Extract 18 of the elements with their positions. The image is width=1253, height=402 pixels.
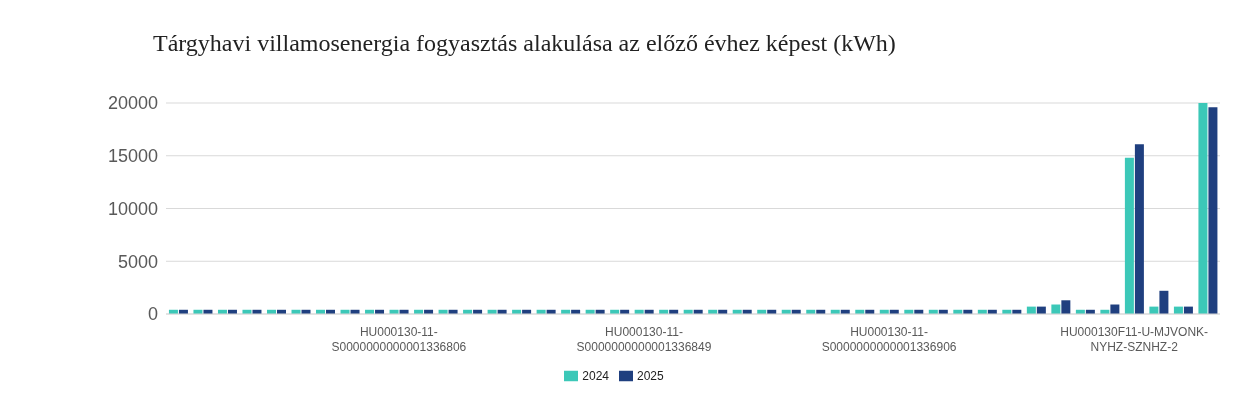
bar [1159, 290, 1169, 314]
bar [1061, 300, 1071, 314]
legend-label: 2025 [637, 369, 664, 383]
x-tick-label: HU000130-11-S0000000000001336849 [576, 325, 712, 354]
y-tick-label: 10000 [107, 198, 158, 219]
y-tick-label: 20000 [107, 93, 158, 114]
bar [1198, 103, 1208, 314]
bar [1134, 144, 1144, 314]
y-tick-label: 5000 [117, 251, 158, 272]
bar [1124, 157, 1134, 314]
bar [1208, 107, 1218, 314]
x-tick-label: HU000130F11-U-MJVONK-NYHZ-SZNHZ-2 [1060, 325, 1209, 354]
chart-title: Tárgyhavi villamosenergia fogyasztás alakulása az előző évhez képest (kWh) [152, 30, 897, 57]
y-tick-label: 15000 [107, 146, 158, 167]
y-tick-label: 0 [147, 304, 158, 325]
x-tick-label: HU000130-11-S0000000000001336906 [821, 325, 957, 354]
legend-label: 2024 [582, 369, 609, 383]
x-tick-label: HU000130-11-S0000000000001336806 [331, 325, 467, 354]
